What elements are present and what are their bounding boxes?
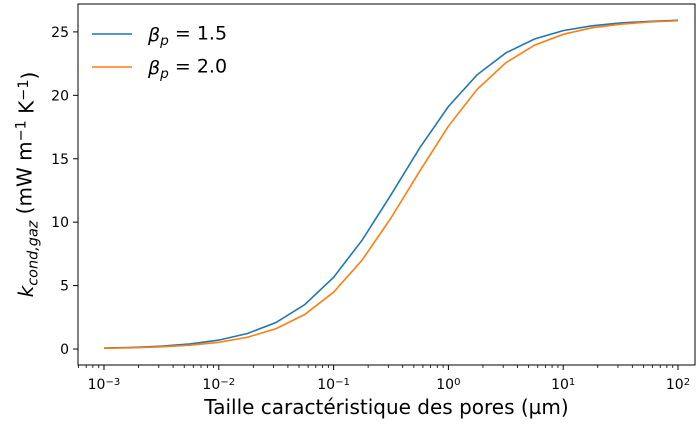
plot-frame	[77, 3, 696, 366]
y-tick-label: 20	[51, 88, 69, 104]
y-tick-label: 10	[51, 215, 69, 231]
y-tick-label: 5	[60, 279, 69, 295]
x-tick-label: 10−3	[88, 377, 121, 393]
line	[103, 19, 679, 350]
line	[103, 19, 679, 349]
x-tick-label: 100	[436, 377, 460, 393]
x-tick-label: 10−1	[317, 377, 350, 393]
x-axis-label: Taille caractéristique des pores (µm)	[203, 395, 568, 419]
legend-label: βp = 2.0	[147, 55, 227, 82]
x-tick-label: 101	[551, 377, 575, 393]
legend-label: βp = 1.5	[147, 22, 227, 49]
y-tick-label: 15	[51, 152, 69, 168]
y-tick-label: 0	[60, 342, 69, 358]
y-axis-label: kcond,gaz (mW m−1 K−1)	[12, 72, 41, 298]
x-tick-label: 102	[666, 377, 690, 393]
y-tick-label: 25	[51, 25, 69, 41]
x-tick-label: 10−2	[202, 377, 235, 393]
